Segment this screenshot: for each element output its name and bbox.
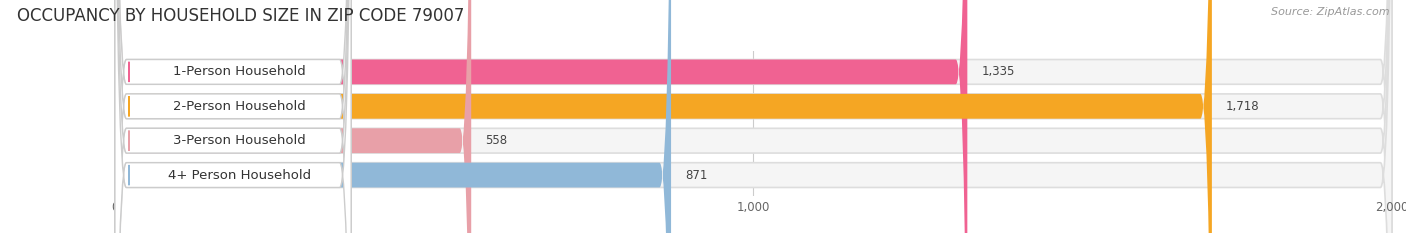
FancyBboxPatch shape bbox=[115, 0, 671, 233]
FancyBboxPatch shape bbox=[115, 0, 967, 233]
Text: 871: 871 bbox=[685, 169, 707, 182]
FancyBboxPatch shape bbox=[115, 0, 1392, 233]
FancyBboxPatch shape bbox=[115, 0, 1392, 233]
Text: 1,718: 1,718 bbox=[1226, 100, 1260, 113]
FancyBboxPatch shape bbox=[115, 0, 1392, 233]
FancyBboxPatch shape bbox=[115, 0, 1392, 233]
FancyBboxPatch shape bbox=[115, 0, 352, 233]
Text: 1,335: 1,335 bbox=[981, 65, 1015, 78]
Text: Source: ZipAtlas.com: Source: ZipAtlas.com bbox=[1271, 7, 1389, 17]
Text: OCCUPANCY BY HOUSEHOLD SIZE IN ZIP CODE 79007: OCCUPANCY BY HOUSEHOLD SIZE IN ZIP CODE … bbox=[17, 7, 464, 25]
Text: 2-Person Household: 2-Person Household bbox=[173, 100, 307, 113]
FancyBboxPatch shape bbox=[115, 0, 352, 233]
FancyBboxPatch shape bbox=[115, 0, 352, 233]
FancyBboxPatch shape bbox=[115, 0, 1212, 233]
Text: 4+ Person Household: 4+ Person Household bbox=[167, 169, 311, 182]
FancyBboxPatch shape bbox=[115, 0, 471, 233]
Text: 3-Person Household: 3-Person Household bbox=[173, 134, 307, 147]
Text: 558: 558 bbox=[485, 134, 508, 147]
FancyBboxPatch shape bbox=[115, 0, 352, 233]
Text: 1-Person Household: 1-Person Household bbox=[173, 65, 307, 78]
